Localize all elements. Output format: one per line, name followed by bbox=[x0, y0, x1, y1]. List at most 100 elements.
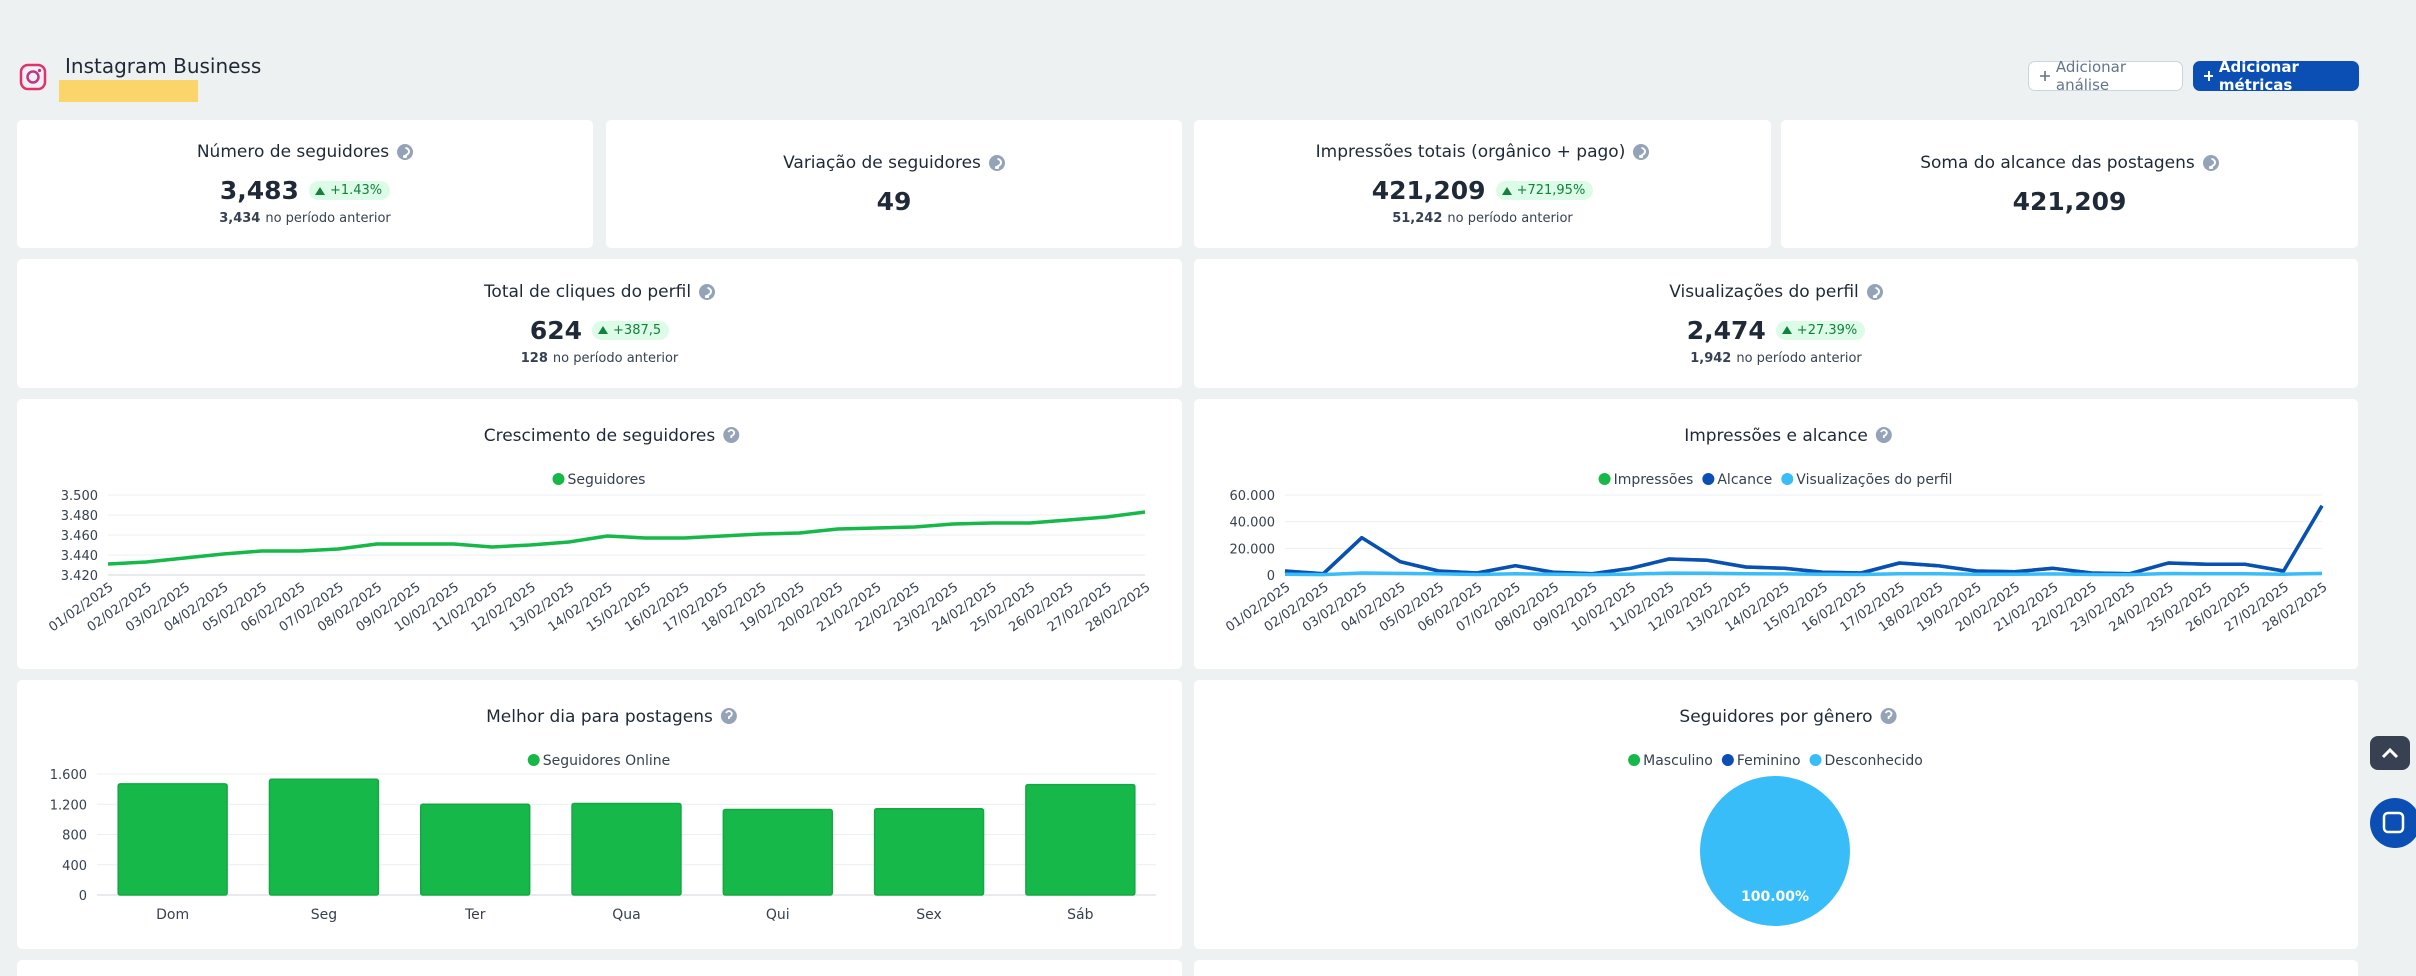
kpi-title: Soma do alcance das postagens bbox=[1920, 153, 2219, 173]
legend-label: Seguidores Online bbox=[543, 753, 671, 769]
x-tick-label: Dom bbox=[156, 907, 189, 923]
kpi-title-text: Variação de seguidores bbox=[783, 152, 981, 173]
y-tick-label: 40.000 bbox=[1230, 516, 1276, 531]
add-analysis-button[interactable]: Adicionar análise bbox=[2028, 58, 2183, 94]
instagram-icon bbox=[19, 63, 47, 91]
bar bbox=[873, 808, 985, 896]
legend-dot bbox=[1781, 473, 1794, 485]
previous-text: no período anterior bbox=[1736, 350, 1862, 366]
change-text: +27.39% bbox=[1796, 322, 1858, 338]
y-tick-label: 20.000 bbox=[1230, 542, 1276, 557]
help-icon bbox=[1633, 144, 1650, 160]
help-mark bbox=[1880, 429, 1888, 438]
kpi-title: Visualizações do perfil bbox=[1669, 282, 1883, 302]
kpi-value-row: 49 bbox=[877, 187, 912, 216]
chart-title: Melhor dia para postagens bbox=[486, 707, 713, 727]
kpi-card: Impressões totais (orgânico + pago) 421,2… bbox=[1194, 120, 1771, 248]
kpi-card: Total de cliques do perfil 624 +387,5 128 no… bbox=[17, 259, 1182, 388]
help-mark bbox=[725, 710, 733, 719]
kpi-title: Número de seguidores bbox=[197, 142, 414, 162]
help-mark bbox=[727, 429, 736, 438]
change-text: +721,95% bbox=[1516, 183, 1586, 198]
y-tick-label: 3.420 bbox=[61, 569, 98, 584]
kpi-value: 2,474 bbox=[1686, 315, 1766, 345]
kpi-card: Variação de seguidores 49 bbox=[606, 120, 1182, 248]
legend-label: Masculino bbox=[1643, 753, 1713, 769]
up-triangle bbox=[1501, 186, 1512, 195]
help-icon bbox=[2202, 154, 2219, 171]
legend-label: Visualizações do perfil bbox=[1796, 472, 1952, 488]
up-triangle bbox=[1781, 326, 1792, 334]
line-series bbox=[107, 510, 1146, 566]
chart: Impressões e alcance Impressões Alcance Vis… bbox=[1223, 426, 2330, 635]
legend-dot bbox=[1598, 473, 1611, 485]
previous-text: no período anterior bbox=[265, 211, 391, 226]
chart-card: Melhor dia para postagens Seguidores Onli… bbox=[17, 680, 1182, 949]
x-tick-label: Qua bbox=[612, 907, 640, 923]
chart: Crescimento de seguidores Seguidores 3.420… bbox=[46, 426, 1153, 635]
previous-value: 1,942 bbox=[1690, 350, 1732, 366]
card bbox=[1194, 960, 2358, 976]
change-text: +387,5 bbox=[613, 322, 662, 338]
change-text: +1.43% bbox=[329, 183, 383, 198]
previous-value: 3,434 bbox=[219, 211, 261, 226]
x-tick-label: Seg bbox=[311, 907, 337, 923]
redacted bbox=[59, 80, 198, 102]
pie-slice bbox=[1700, 776, 1850, 926]
chart: Melhor dia para postagens Seguidores Onli… bbox=[50, 707, 1156, 923]
plus-icon bbox=[2204, 71, 2213, 81]
legend-dot bbox=[552, 473, 565, 485]
kpi-value-row: 3,483 +1.43% bbox=[219, 176, 391, 205]
legend-label: Feminino bbox=[1737, 753, 1801, 769]
previous-value: 51,242 bbox=[1392, 211, 1443, 226]
button-label: Adicionar métricas bbox=[2218, 58, 2299, 94]
help-icon bbox=[397, 144, 414, 160]
card bbox=[17, 960, 1182, 976]
legend-label: Impressões bbox=[1614, 472, 1694, 488]
kpi-value-row: 421,209 bbox=[2013, 187, 2127, 216]
previous-period: 51,242 no período anterior bbox=[1392, 211, 1573, 226]
help-mark bbox=[1884, 710, 1893, 719]
change-badge: +387,5 bbox=[592, 320, 670, 340]
x-tick-label: Sex bbox=[916, 907, 942, 923]
plus-icon bbox=[2040, 71, 2050, 81]
scroll-top-button[interactable] bbox=[2370, 736, 2410, 770]
x-tick-label: Ter bbox=[464, 907, 486, 923]
bar bbox=[722, 808, 833, 896]
help-icon bbox=[699, 283, 716, 300]
kpi-value-row: 624 +387,5 bbox=[529, 315, 670, 345]
pie-label: 100.00% bbox=[1741, 889, 1809, 905]
help-icon bbox=[720, 708, 737, 724]
kpi-value-row: 421,209 +721,95% bbox=[1372, 176, 1594, 205]
y-tick-label: 3.440 bbox=[61, 549, 98, 564]
chat-button[interactable] bbox=[2370, 798, 2416, 848]
kpi-title-text: Soma do alcance das postagens bbox=[1920, 152, 2195, 173]
kpi-value: 3,483 bbox=[219, 176, 299, 205]
bar bbox=[1025, 783, 1136, 896]
bar bbox=[268, 778, 380, 896]
add-metrics-button[interactable]: Adicionar métricas bbox=[2193, 58, 2359, 94]
kpi-value: 624 bbox=[529, 315, 583, 345]
kpi-card: Visualizações do perfil 2,474 +27.39% 1,942… bbox=[1194, 259, 2358, 388]
y-tick-label: 1.600 bbox=[50, 768, 87, 783]
chat-icon bbox=[2382, 811, 2405, 834]
previous-value: 128 bbox=[520, 350, 548, 366]
change-badge: +27.39% bbox=[1775, 320, 1866, 340]
previous-text: no período anterior bbox=[1447, 211, 1573, 226]
legend-dot bbox=[527, 754, 540, 766]
legend-dot bbox=[1721, 754, 1734, 766]
help-icon bbox=[988, 154, 1005, 171]
up-triangle bbox=[598, 326, 609, 334]
help-icon bbox=[1880, 708, 1897, 724]
previous-period: 1,942 no período anterior bbox=[1690, 351, 1862, 366]
kpi-title-text: Total de cliques do perfil bbox=[483, 281, 692, 302]
bar bbox=[117, 783, 228, 896]
x-tick-label: Qui bbox=[766, 907, 790, 923]
y-tick-label: 800 bbox=[62, 829, 87, 844]
kpi-title-text: Impressões totais (orgânico + pago) bbox=[1315, 142, 1626, 162]
chart-title: Impressões e alcance bbox=[1684, 426, 1868, 446]
y-tick-label: 3.500 bbox=[61, 489, 98, 504]
help-icon bbox=[723, 427, 740, 443]
legend-dot bbox=[1628, 754, 1641, 766]
bar bbox=[571, 802, 682, 896]
